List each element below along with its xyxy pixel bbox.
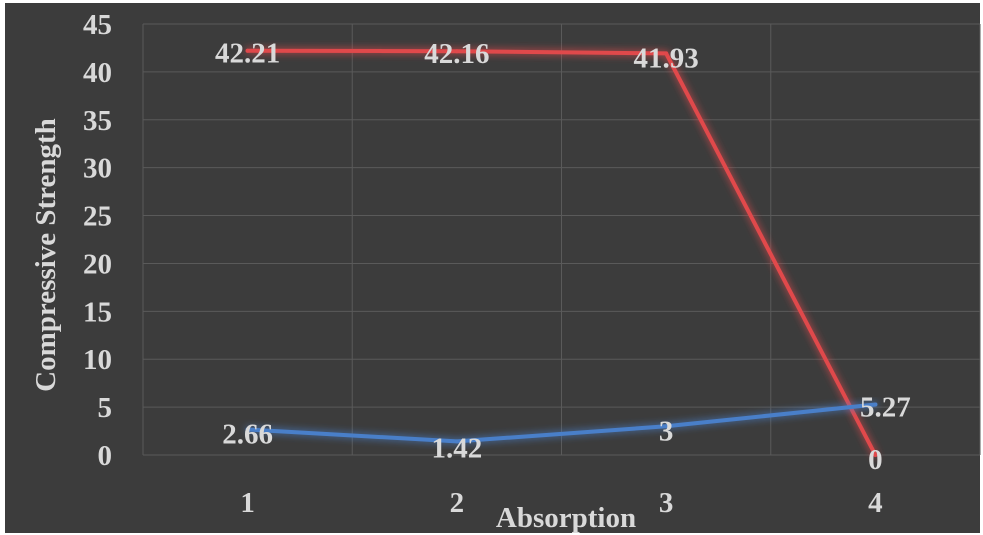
y-tick-label: 45: [83, 9, 112, 41]
x-tick-label: 4: [868, 487, 883, 519]
data-label: 42.21: [215, 38, 280, 70]
data-point: [664, 51, 669, 56]
y-tick-label: 15: [83, 296, 112, 328]
data-label: 3: [659, 415, 674, 447]
x-tick-label: 2: [450, 487, 465, 519]
series-line-2: [245, 402, 878, 444]
data-point: [454, 439, 459, 444]
data-label: 42.16: [424, 38, 489, 70]
x-tick-label: 3: [659, 487, 674, 519]
y-tick-label: 30: [83, 153, 112, 185]
data-label: 1.42: [432, 432, 483, 464]
gridlines: [142, 23, 981, 456]
y-tick-label: 5: [98, 392, 113, 424]
data-point: [873, 453, 878, 457]
series-line-1: [245, 48, 878, 457]
data-point: [873, 402, 878, 407]
data-label: 5.27: [860, 392, 911, 424]
y-axis-ticks: 0 5 10 15 20 25 30 35 40 45: [83, 9, 112, 472]
data-label: 0: [868, 444, 883, 476]
series-lines: [245, 48, 878, 457]
y-tick-label: 20: [83, 248, 112, 280]
y-tick-label: 10: [83, 344, 112, 376]
data-point: [664, 424, 669, 429]
y-tick-label: 40: [83, 57, 112, 89]
chart-background: [5, 3, 980, 533]
y-tick-label: 35: [83, 105, 112, 137]
data-label: 41.93: [634, 42, 699, 74]
x-tick-label: 1: [240, 487, 255, 519]
data-labels: 42.21 42.16 41.93 0 2.66 1.42 3 5.27: [215, 38, 911, 476]
y-axis-title: Compressive Strength: [30, 118, 62, 392]
x-axis-ticks: 1 2 3 4: [240, 487, 882, 519]
y-tick-label: 0: [98, 440, 113, 472]
data-point: [245, 48, 250, 53]
data-point: [454, 49, 459, 54]
y-tick-label: 25: [83, 201, 112, 233]
x-axis-title: Absorption: [496, 502, 636, 534]
data-point: [245, 427, 250, 432]
data-label: 2.66: [222, 419, 273, 451]
